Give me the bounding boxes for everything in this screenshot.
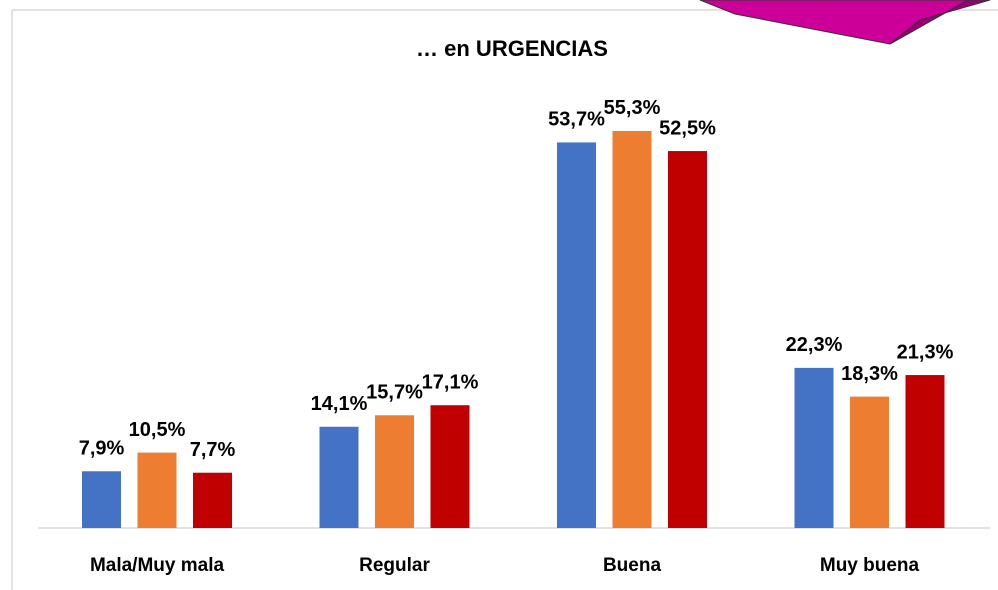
data-label: 18,3% [841,363,898,385]
bar [82,471,121,528]
bar [193,472,232,528]
data-label: 10,5% [129,419,186,441]
decoration [889,0,991,45]
data-label: 22,3% [786,334,843,356]
data-label: 55,3% [604,97,661,119]
bar [612,130,652,529]
bar [319,426,359,528]
x-tick-label: Mala/Muy mala [90,555,225,576]
bar [137,452,177,528]
bar [794,367,834,528]
data-label: 7,7% [190,439,236,461]
bar [668,151,707,529]
data-label: 15,7% [366,382,423,404]
data-label: 7,9% [79,438,125,460]
data-label: 21,3% [897,341,954,363]
data-label: 14,1% [311,393,368,415]
chart-title: … en URGENCIAS [416,36,608,61]
bar [557,142,596,528]
x-tick-label: Buena [603,555,662,576]
data-label: 17,1% [422,372,479,394]
bar [430,405,470,528]
x-tick-label: Regular [359,555,430,576]
bar [375,415,414,528]
data-label: 52,5% [659,117,716,139]
bar [905,375,945,528]
bar [850,396,889,528]
data-label: 53,7% [548,109,605,131]
x-tick-label: Muy buena [820,555,920,576]
